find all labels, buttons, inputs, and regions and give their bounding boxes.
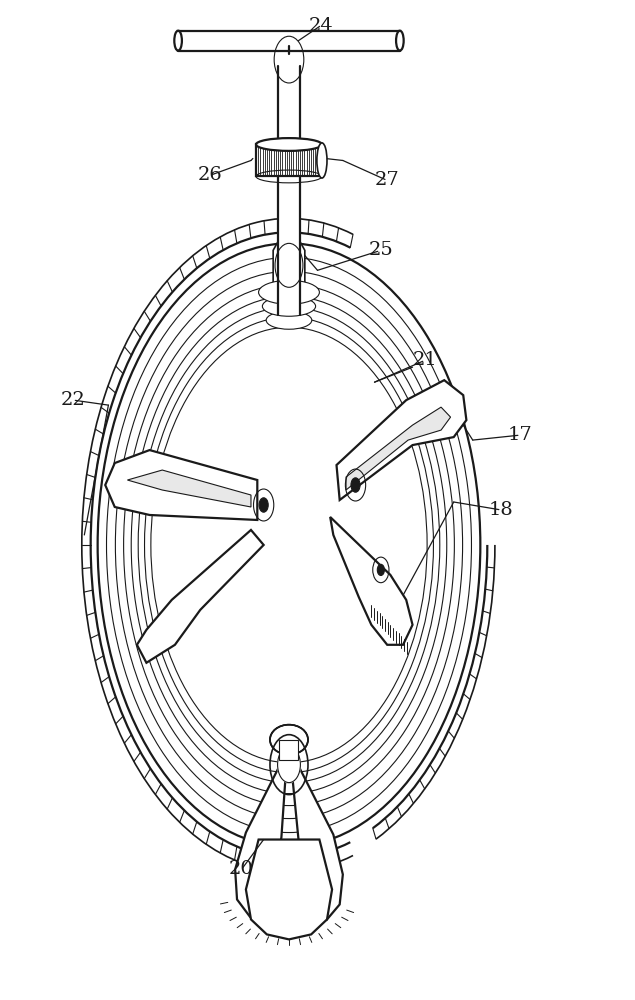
Ellipse shape [317, 143, 327, 178]
Ellipse shape [256, 138, 322, 151]
Ellipse shape [270, 725, 308, 755]
Polygon shape [330, 517, 413, 645]
Text: 22: 22 [61, 391, 86, 409]
Polygon shape [346, 407, 451, 490]
Text: 27: 27 [375, 171, 399, 189]
Polygon shape [337, 380, 466, 500]
Polygon shape [235, 760, 286, 916]
Polygon shape [128, 470, 251, 507]
Polygon shape [279, 740, 298, 760]
Ellipse shape [262, 296, 316, 316]
Text: 21: 21 [413, 351, 438, 369]
Bar [256, 144, 322, 176]
Polygon shape [246, 840, 332, 939]
Circle shape [377, 564, 384, 575]
Text: 20: 20 [229, 860, 254, 878]
Bar [178, 31, 400, 51]
Ellipse shape [174, 31, 182, 51]
Ellipse shape [396, 31, 404, 51]
Polygon shape [292, 760, 343, 919]
Circle shape [259, 498, 268, 512]
Bar [277, 66, 300, 315]
Text: 24: 24 [309, 17, 333, 35]
Ellipse shape [258, 280, 319, 304]
Polygon shape [137, 530, 264, 663]
Ellipse shape [266, 311, 312, 329]
Text: 25: 25 [368, 241, 393, 259]
Circle shape [351, 478, 360, 492]
Text: 17: 17 [508, 426, 533, 444]
Text: 26: 26 [197, 166, 222, 184]
Circle shape [277, 747, 300, 783]
Text: 18: 18 [489, 501, 514, 519]
Polygon shape [105, 450, 257, 520]
Polygon shape [273, 242, 305, 285]
